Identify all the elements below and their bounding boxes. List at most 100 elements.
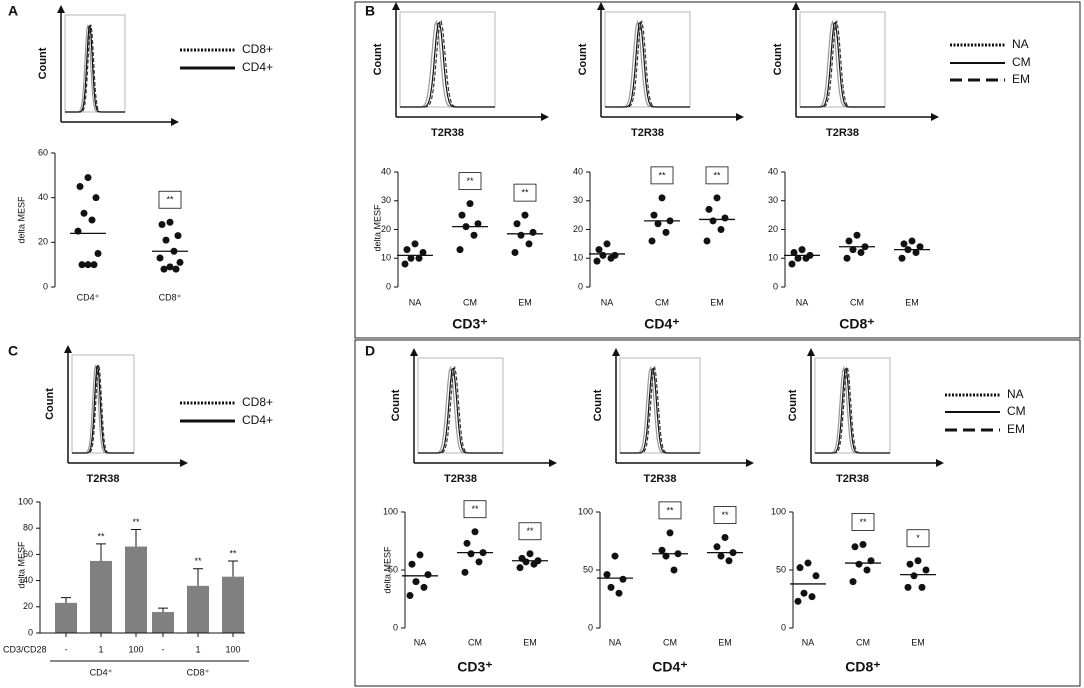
- histogram-x-label: T2R38: [836, 473, 869, 485]
- data-point: [904, 583, 912, 591]
- data-point: [650, 211, 658, 219]
- data-point: [412, 578, 420, 586]
- data-point: [160, 265, 168, 273]
- significance-box: [650, 166, 674, 185]
- data-point: [593, 257, 601, 265]
- arrow-head: [807, 348, 815, 356]
- x-tick-label: CM: [856, 637, 870, 647]
- y-tick-label: 30: [573, 195, 583, 205]
- data-point: [513, 220, 521, 228]
- y-axis-label: delta MESF: [382, 546, 392, 594]
- x-axis-title: CD8⁺: [839, 316, 874, 332]
- data-point: [843, 254, 851, 262]
- significance-box: [658, 501, 682, 520]
- histogram-curve: [418, 367, 503, 454]
- y-tick-label: 0: [781, 622, 786, 632]
- data-point: [467, 550, 475, 558]
- data-point: [88, 216, 96, 224]
- panel-letter: D: [365, 343, 375, 359]
- significance-label: **: [658, 170, 666, 180]
- data-point: [648, 237, 656, 245]
- y-tick-label: 10: [381, 253, 391, 263]
- x-tick-label: NA: [601, 297, 614, 307]
- data-point: [859, 540, 867, 548]
- error-bar: [193, 568, 203, 586]
- data-point: [709, 217, 717, 225]
- significance-label: **: [132, 517, 140, 527]
- y-axis-label: delta MESF: [16, 196, 26, 244]
- data-point: [713, 194, 721, 202]
- data-point: [717, 226, 725, 233]
- x-tick-label: CM: [655, 297, 669, 307]
- y-tick-label: 10: [768, 253, 778, 263]
- y-tick-label: 10: [573, 253, 583, 263]
- x-axis-title: CD8⁺: [845, 659, 880, 675]
- data-point: [802, 254, 810, 262]
- data-point: [416, 551, 424, 559]
- bar: [222, 576, 244, 633]
- y-tick-label: 20: [381, 224, 391, 234]
- data-point: [906, 560, 914, 568]
- y-tick-label: 50: [776, 564, 786, 574]
- data-point: [158, 220, 166, 228]
- significance-label: **: [194, 556, 202, 566]
- data-point: [424, 571, 432, 579]
- significance-label: **: [229, 548, 237, 558]
- histogram-curve: [400, 19, 495, 108]
- histogram-x-label: T2R38: [444, 473, 477, 485]
- y-tick-label: 100: [771, 506, 786, 516]
- x-tick-label: 1: [195, 644, 200, 654]
- data-point: [611, 552, 619, 560]
- panel-b-frame: [354, 1, 1081, 339]
- legend-label: CD8+: [242, 395, 273, 409]
- histogram-x-label: T2R38: [826, 127, 859, 139]
- data-point: [474, 220, 482, 228]
- y-tick-label: 100: [18, 496, 33, 506]
- x-tick-label: 1: [98, 644, 103, 654]
- data-point: [156, 254, 164, 262]
- data-point: [94, 250, 102, 257]
- x-axis-title: CD4⁺: [652, 659, 687, 675]
- histogram-frame: [399, 11, 496, 108]
- y-tick-label: 0: [28, 627, 33, 637]
- error-bar: [61, 597, 71, 603]
- data-point: [916, 243, 924, 251]
- data-point: [922, 566, 930, 574]
- x-tick-label: EM: [905, 297, 919, 307]
- x-tick-label: EM: [523, 637, 537, 647]
- y-axis-label: delta MESF: [372, 204, 382, 252]
- histogram-y-label: Count: [772, 43, 784, 75]
- arrow-head: [180, 459, 188, 467]
- data-point: [475, 558, 483, 566]
- group-label: CD4⁺: [90, 667, 113, 677]
- data-point: [912, 249, 920, 256]
- category-axis-label: CD3/CD28: [3, 644, 47, 654]
- x-tick-label: CM: [663, 637, 677, 647]
- significance-box: [158, 190, 182, 209]
- panel-letter: B: [365, 3, 375, 19]
- data-point: [849, 578, 857, 586]
- x-tick-label: CD8⁺: [159, 292, 182, 302]
- data-point: [851, 543, 859, 551]
- legend-label: CD4+: [242, 60, 273, 74]
- data-point: [804, 559, 812, 567]
- x-axis-title: CD4⁺: [644, 316, 679, 332]
- histogram-curve: [815, 367, 890, 454]
- data-point: [80, 209, 88, 217]
- data-point: [725, 557, 733, 565]
- legend-label: NA: [1007, 387, 1024, 401]
- data-point: [408, 560, 416, 568]
- data-point: [849, 246, 857, 254]
- data-point: [908, 237, 916, 245]
- data-point: [654, 220, 662, 228]
- y-tick-label: 50: [583, 564, 593, 574]
- data-point: [401, 260, 409, 268]
- data-point: [800, 589, 808, 597]
- data-point: [162, 236, 170, 244]
- significance-label: **: [721, 510, 729, 520]
- data-point: [607, 583, 615, 591]
- histogram-y-label: Count: [390, 389, 402, 421]
- arrow-head: [64, 345, 72, 353]
- y-tick-label: 50: [388, 564, 398, 574]
